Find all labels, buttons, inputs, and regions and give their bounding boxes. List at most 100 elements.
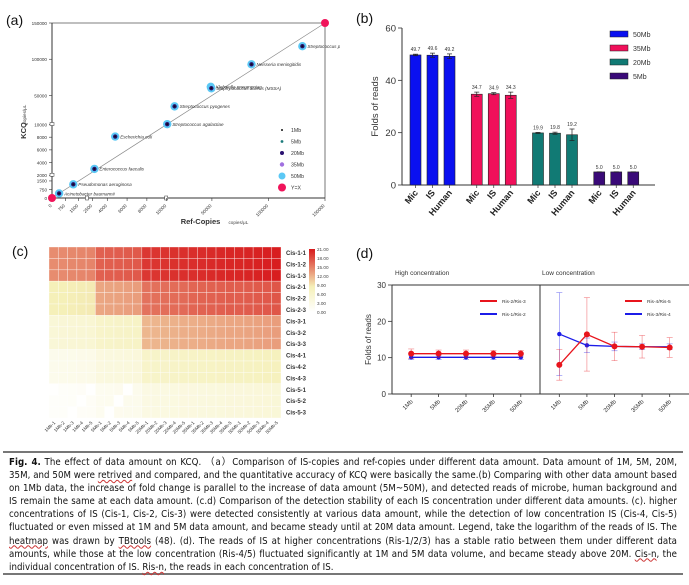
heatmap-cell	[95, 303, 105, 316]
data-point-1mb	[173, 105, 176, 108]
heatmap-cell	[48, 349, 59, 362]
heatmap-cell	[187, 349, 198, 362]
heatmap-cell	[57, 372, 68, 385]
heatmap-cell	[132, 269, 143, 282]
heatmap-cell	[169, 258, 180, 271]
heatmap-cell	[225, 337, 235, 350]
heatmap-cell	[57, 315, 68, 328]
heatmap-cell	[160, 258, 170, 271]
heatmap-cell	[252, 303, 263, 316]
heatmap-cell	[262, 246, 273, 259]
heatmap-cell	[76, 246, 87, 259]
heatmap-cell	[271, 280, 282, 293]
heatmap-cell	[95, 372, 105, 385]
x-tick-label: 1Mb	[402, 399, 415, 412]
panel-b-label: (b)	[356, 10, 374, 26]
heatmap-cell	[76, 360, 87, 373]
heatmap-cell	[104, 406, 115, 419]
heatmap-cell	[104, 372, 115, 385]
heatmap-cell	[95, 337, 105, 350]
heatmap-cell	[243, 349, 254, 362]
heatmap-cell	[243, 315, 254, 328]
heatmap-cell	[67, 303, 78, 316]
bar-value-label: 49.6	[428, 46, 438, 52]
heatmap-cell	[160, 349, 170, 362]
caption-flagged-word: TBtools	[118, 535, 152, 547]
heatmap-cell	[141, 315, 152, 328]
heatmap-cell	[132, 258, 143, 271]
heatmap-cell	[252, 337, 263, 350]
heatmap-cell	[95, 315, 105, 328]
heatmap-cell	[243, 292, 254, 305]
heatmap-cell	[95, 280, 105, 293]
legend-label: 5Mb	[633, 74, 647, 81]
heatmap-cell	[262, 292, 273, 305]
heatmap-cell	[234, 349, 245, 362]
y-tick-label: 0	[44, 196, 47, 201]
heatmap-cell	[262, 394, 273, 407]
legend-label: Ris-4/Ris-5	[647, 299, 671, 305]
heatmap-cell	[243, 394, 254, 407]
data-point-label: Escherichia coli	[120, 134, 153, 139]
heatmap-cell	[169, 406, 180, 419]
heatmap-cell	[85, 315, 96, 328]
bar	[593, 171, 606, 186]
heatmap-cell	[206, 383, 217, 396]
heatmap-cell	[243, 269, 254, 282]
heatmap-cell	[76, 372, 87, 385]
subplot-title: High concentration	[395, 270, 450, 277]
heatmap-cell	[169, 394, 180, 407]
x-tick-label: Mic	[403, 188, 420, 206]
heatmap-cell	[113, 292, 124, 305]
bar	[409, 54, 422, 186]
caption-segment: was drawn by	[47, 535, 119, 547]
y-tick-label: 20	[377, 317, 386, 326]
data-point	[463, 350, 469, 357]
heatmap-cell	[85, 246, 96, 259]
legend-swatch	[609, 30, 629, 38]
heatmap-cell	[262, 303, 273, 316]
heatmap-cell	[141, 383, 152, 396]
heatmap-cell	[252, 246, 263, 259]
colorbar-tick-label: 21.00	[317, 247, 329, 252]
heatmap-cell	[206, 303, 217, 316]
heatmap-cell	[76, 269, 87, 282]
heatmap-cell	[57, 292, 68, 305]
heatmap-cell	[76, 280, 87, 293]
heatmap-cell	[132, 315, 143, 328]
heatmap-cell	[271, 360, 282, 373]
x-tick-label: 150000	[311, 203, 326, 218]
heatmap-cell	[271, 246, 282, 259]
heatmap-cell	[122, 269, 133, 282]
caption-flagged-word: Ris-n	[142, 561, 165, 573]
heatmap-cell	[252, 315, 263, 328]
bar	[627, 171, 640, 186]
heatmap-cell	[141, 372, 152, 385]
data-point	[583, 331, 590, 338]
heatmap-cell	[271, 315, 282, 328]
heatmap-cell	[141, 292, 152, 305]
heatmap-cell	[160, 326, 170, 339]
heatmap-cell	[76, 394, 87, 407]
heatmap-cell	[234, 326, 245, 339]
legend-label: Y=X	[291, 186, 301, 192]
heatmap-cell	[206, 315, 217, 328]
y-axis-unit: copies/μL	[22, 104, 27, 124]
heatmap-cell	[169, 360, 180, 373]
heatmap-cell	[104, 280, 115, 293]
heatmap-cell	[206, 372, 217, 385]
heatmap-cell	[169, 280, 180, 293]
heatmap-cell	[122, 303, 133, 316]
heatmap-cell	[178, 292, 189, 305]
heatmap-cell	[48, 280, 59, 293]
x-tick-label: 20Mb	[455, 399, 470, 414]
heatmap-row-label: Cis-1-1	[286, 251, 307, 257]
heatmap-cell	[48, 258, 59, 271]
heatmap-cell	[95, 269, 105, 282]
heatmap-cell	[141, 326, 152, 339]
heatmap-cell	[187, 360, 198, 373]
heatmap-cell	[206, 349, 217, 362]
heatmap-cell	[271, 292, 282, 305]
y-tick-label: 750	[39, 187, 47, 192]
y-tick-label: 150000	[32, 21, 48, 26]
